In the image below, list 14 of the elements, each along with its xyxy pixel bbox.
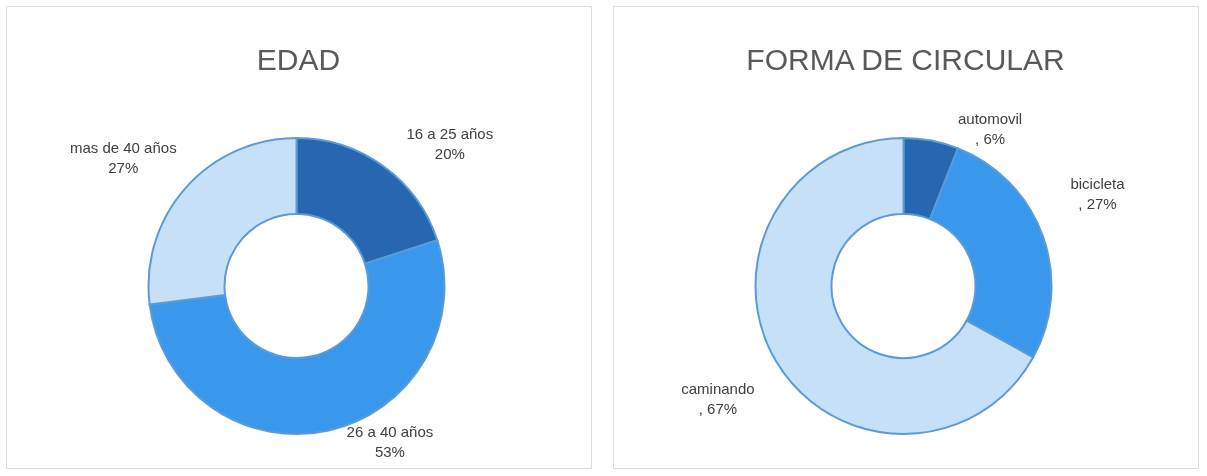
slice-label: automovil	[957, 110, 1023, 128]
slice-label: mas de 40 años	[69, 138, 177, 156]
data-label: , 67%	[698, 399, 738, 417]
data-label: 27%	[108, 158, 139, 176]
data-label: , 27%	[1078, 195, 1117, 213]
slice-label: 16 a 25 años	[406, 124, 494, 142]
chart-title: FORMA DE CIRCULAR	[746, 43, 1065, 76]
data-label: , 6%	[975, 130, 1006, 148]
slice-label: bicicleta	[1070, 175, 1126, 193]
chart-title: EDAD	[256, 43, 341, 76]
data-label: 53%	[374, 443, 405, 461]
slice-label: 26 a 40 años	[346, 423, 434, 441]
slice-label: caminando	[681, 379, 755, 397]
data-label: 20%	[434, 144, 465, 162]
